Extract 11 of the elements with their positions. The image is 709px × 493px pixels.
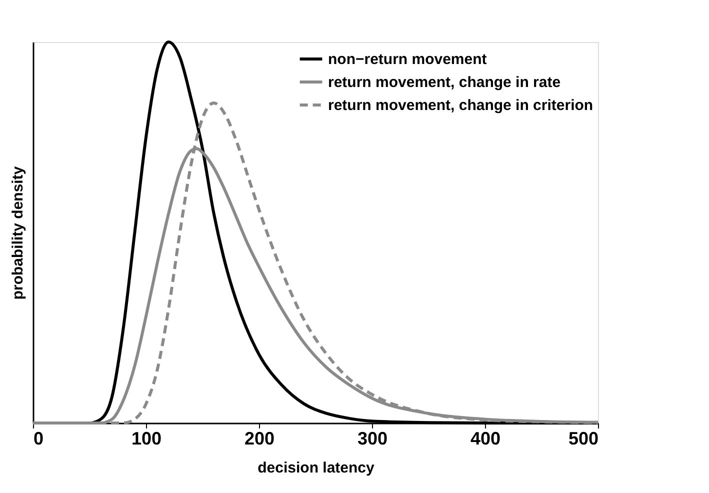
legend-label: non−return movement	[328, 51, 487, 68]
x-tick-label: 400	[470, 428, 501, 448]
legend-label: return movement, change in rate	[328, 74, 561, 91]
x-tick-label: 200	[244, 428, 275, 448]
x-tick-label: 100	[131, 428, 162, 448]
y-axis-title: probability density	[10, 166, 26, 300]
x-tick-label: 500	[568, 428, 598, 448]
x-axis-title: decision latency	[258, 460, 376, 476]
x-tick-label: 0	[34, 428, 44, 448]
x-tick-label: 300	[357, 428, 388, 448]
legend-label: return movement, change in criterion	[328, 97, 594, 114]
